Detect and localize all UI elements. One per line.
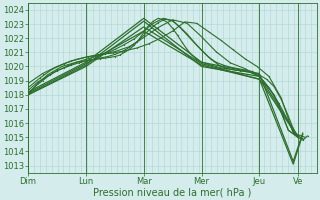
X-axis label: Pression niveau de la mer( hPa ): Pression niveau de la mer( hPa ) — [93, 187, 252, 197]
